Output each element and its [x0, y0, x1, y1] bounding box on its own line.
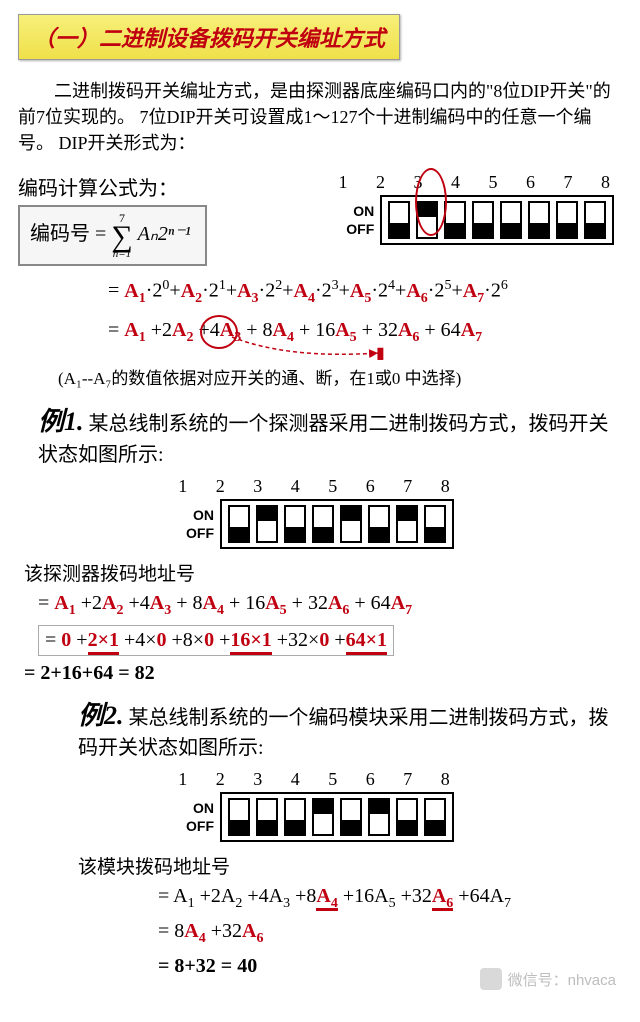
example2-text: 某总线制系统的一个编码模块采用二进制拨码方式，拨码开关状态如图所示: — [78, 707, 609, 760]
dip-switch — [472, 201, 494, 239]
intro-paragraph: 二进制拨码开关编址方式，是由探测器底座编码口内的"8位DIP开关"的前7位实现的… — [18, 78, 622, 156]
example1-sum: = 2+16+64 = 82 — [24, 662, 622, 685]
note-text: (A₁--A₇的数值依据对应开关的通、断，在1或0 中选择) — [58, 364, 622, 389]
arrow-to-switch — [228, 333, 388, 363]
dip-switch — [312, 505, 334, 543]
dip-switch — [368, 505, 390, 543]
arrow-target-icon: ▮ — [376, 343, 385, 363]
sigma-bottom: n=1 — [111, 248, 132, 260]
dip-numbers: 1 2 3 4 5 6 7 8 — [339, 172, 623, 193]
dip-switch — [424, 798, 446, 836]
dip-switch — [284, 798, 306, 836]
dip-switch — [556, 201, 578, 239]
wechat-icon — [480, 968, 502, 990]
formula-box: 编码号 = 7 ∑ n=1 Aₙ2ⁿ⁻¹ — [18, 205, 207, 266]
dip-switch — [228, 505, 250, 543]
formula-label: 编码计算公式为： — [18, 172, 207, 201]
dip-switch — [424, 505, 446, 543]
dip-switch — [256, 798, 278, 836]
dip-intro: 1 2 3 4 5 6 7 8 ON OFF — [339, 172, 623, 245]
dip-on-label: ON — [186, 506, 214, 524]
example2-eq2: = 8A4 +32A6 — [158, 920, 622, 947]
dip-switch — [340, 505, 362, 543]
dip-switch — [396, 798, 418, 836]
expansion-line-1: = A1·20+A2·21+A3·22+A4·23+A5·24+A6·25+A7… — [108, 278, 622, 307]
dip-example1: 1 2 3 4 5 6 7 8 ON OFF — [18, 476, 622, 549]
dip-switch — [256, 505, 278, 543]
dip-numbers: 1 2 3 4 5 6 7 8 — [18, 476, 622, 497]
dip-switch — [528, 201, 550, 239]
dip-switch — [584, 201, 606, 239]
example1-eq1: = A1 +2A2 +4A3 + 8A4 + 16A5 + 32A6 + 64A… — [38, 592, 622, 619]
example1-eq2: = 0 +2×1 +4×0 +8×0 +16×1 +32×0 +64×1 — [38, 625, 622, 656]
example2-eq1: = A1 +2A2 +4A3 +8A4 +16A5 +32A6 +64A7 — [158, 885, 622, 912]
dip-on-label: ON — [186, 799, 214, 817]
dip-switch — [340, 798, 362, 836]
dip-switch — [228, 798, 250, 836]
highlight-circle-switch2 — [415, 168, 447, 236]
dip-off-label: OFF — [186, 524, 214, 542]
example1-label: 例1. — [38, 407, 84, 436]
dip-switch — [500, 201, 522, 239]
dip-switch — [388, 201, 410, 239]
formula-lhs: 编码号 = — [30, 223, 111, 245]
dip-example2: 1 2 3 4 5 6 7 8 ON OFF — [18, 769, 622, 842]
dip-numbers: 1 2 3 4 5 6 7 8 — [18, 769, 622, 790]
example2-result-label: 该模块拨码地址号 — [78, 852, 622, 879]
dip-switch — [444, 201, 466, 239]
dip-switch — [284, 505, 306, 543]
dip-off-label: OFF — [346, 220, 374, 238]
example2-heading: 例2. 某总线制系统的一个编码模块采用二进制拨码方式，拨码开关状态如图所示: — [78, 697, 622, 764]
example1-heading: 例1. 某总线制系统的一个探测器采用二进制拨码方式，拨码开关状态如图所示: — [38, 403, 622, 470]
dip-switch — [368, 798, 390, 836]
expansion-line-2: = A1 +2A2 +4A3 + 8A4 + 16A5 + 32A6 + 64A… — [108, 319, 622, 346]
dip-switch — [396, 505, 418, 543]
sigma-symbol: ∑ — [111, 226, 132, 248]
dip-on-label: ON — [346, 202, 374, 220]
dip-off-label: OFF — [186, 817, 214, 835]
example2-label: 例2. — [78, 701, 124, 730]
watermark: 微信号：nhvaca — [480, 968, 616, 990]
watermark-text: 微信号：nhvaca — [508, 969, 616, 990]
formula-rhs: Aₙ2ⁿ⁻¹ — [138, 223, 191, 245]
example1-text: 某总线制系统的一个探测器采用二进制拨码方式，拨码开关状态如图所示: — [38, 413, 609, 466]
dip-switch — [312, 798, 334, 836]
example1-result-label: 该探测器拨码地址号 — [24, 559, 622, 586]
section-title: （一）二进制设备拨码开关编址方式 — [18, 14, 400, 60]
